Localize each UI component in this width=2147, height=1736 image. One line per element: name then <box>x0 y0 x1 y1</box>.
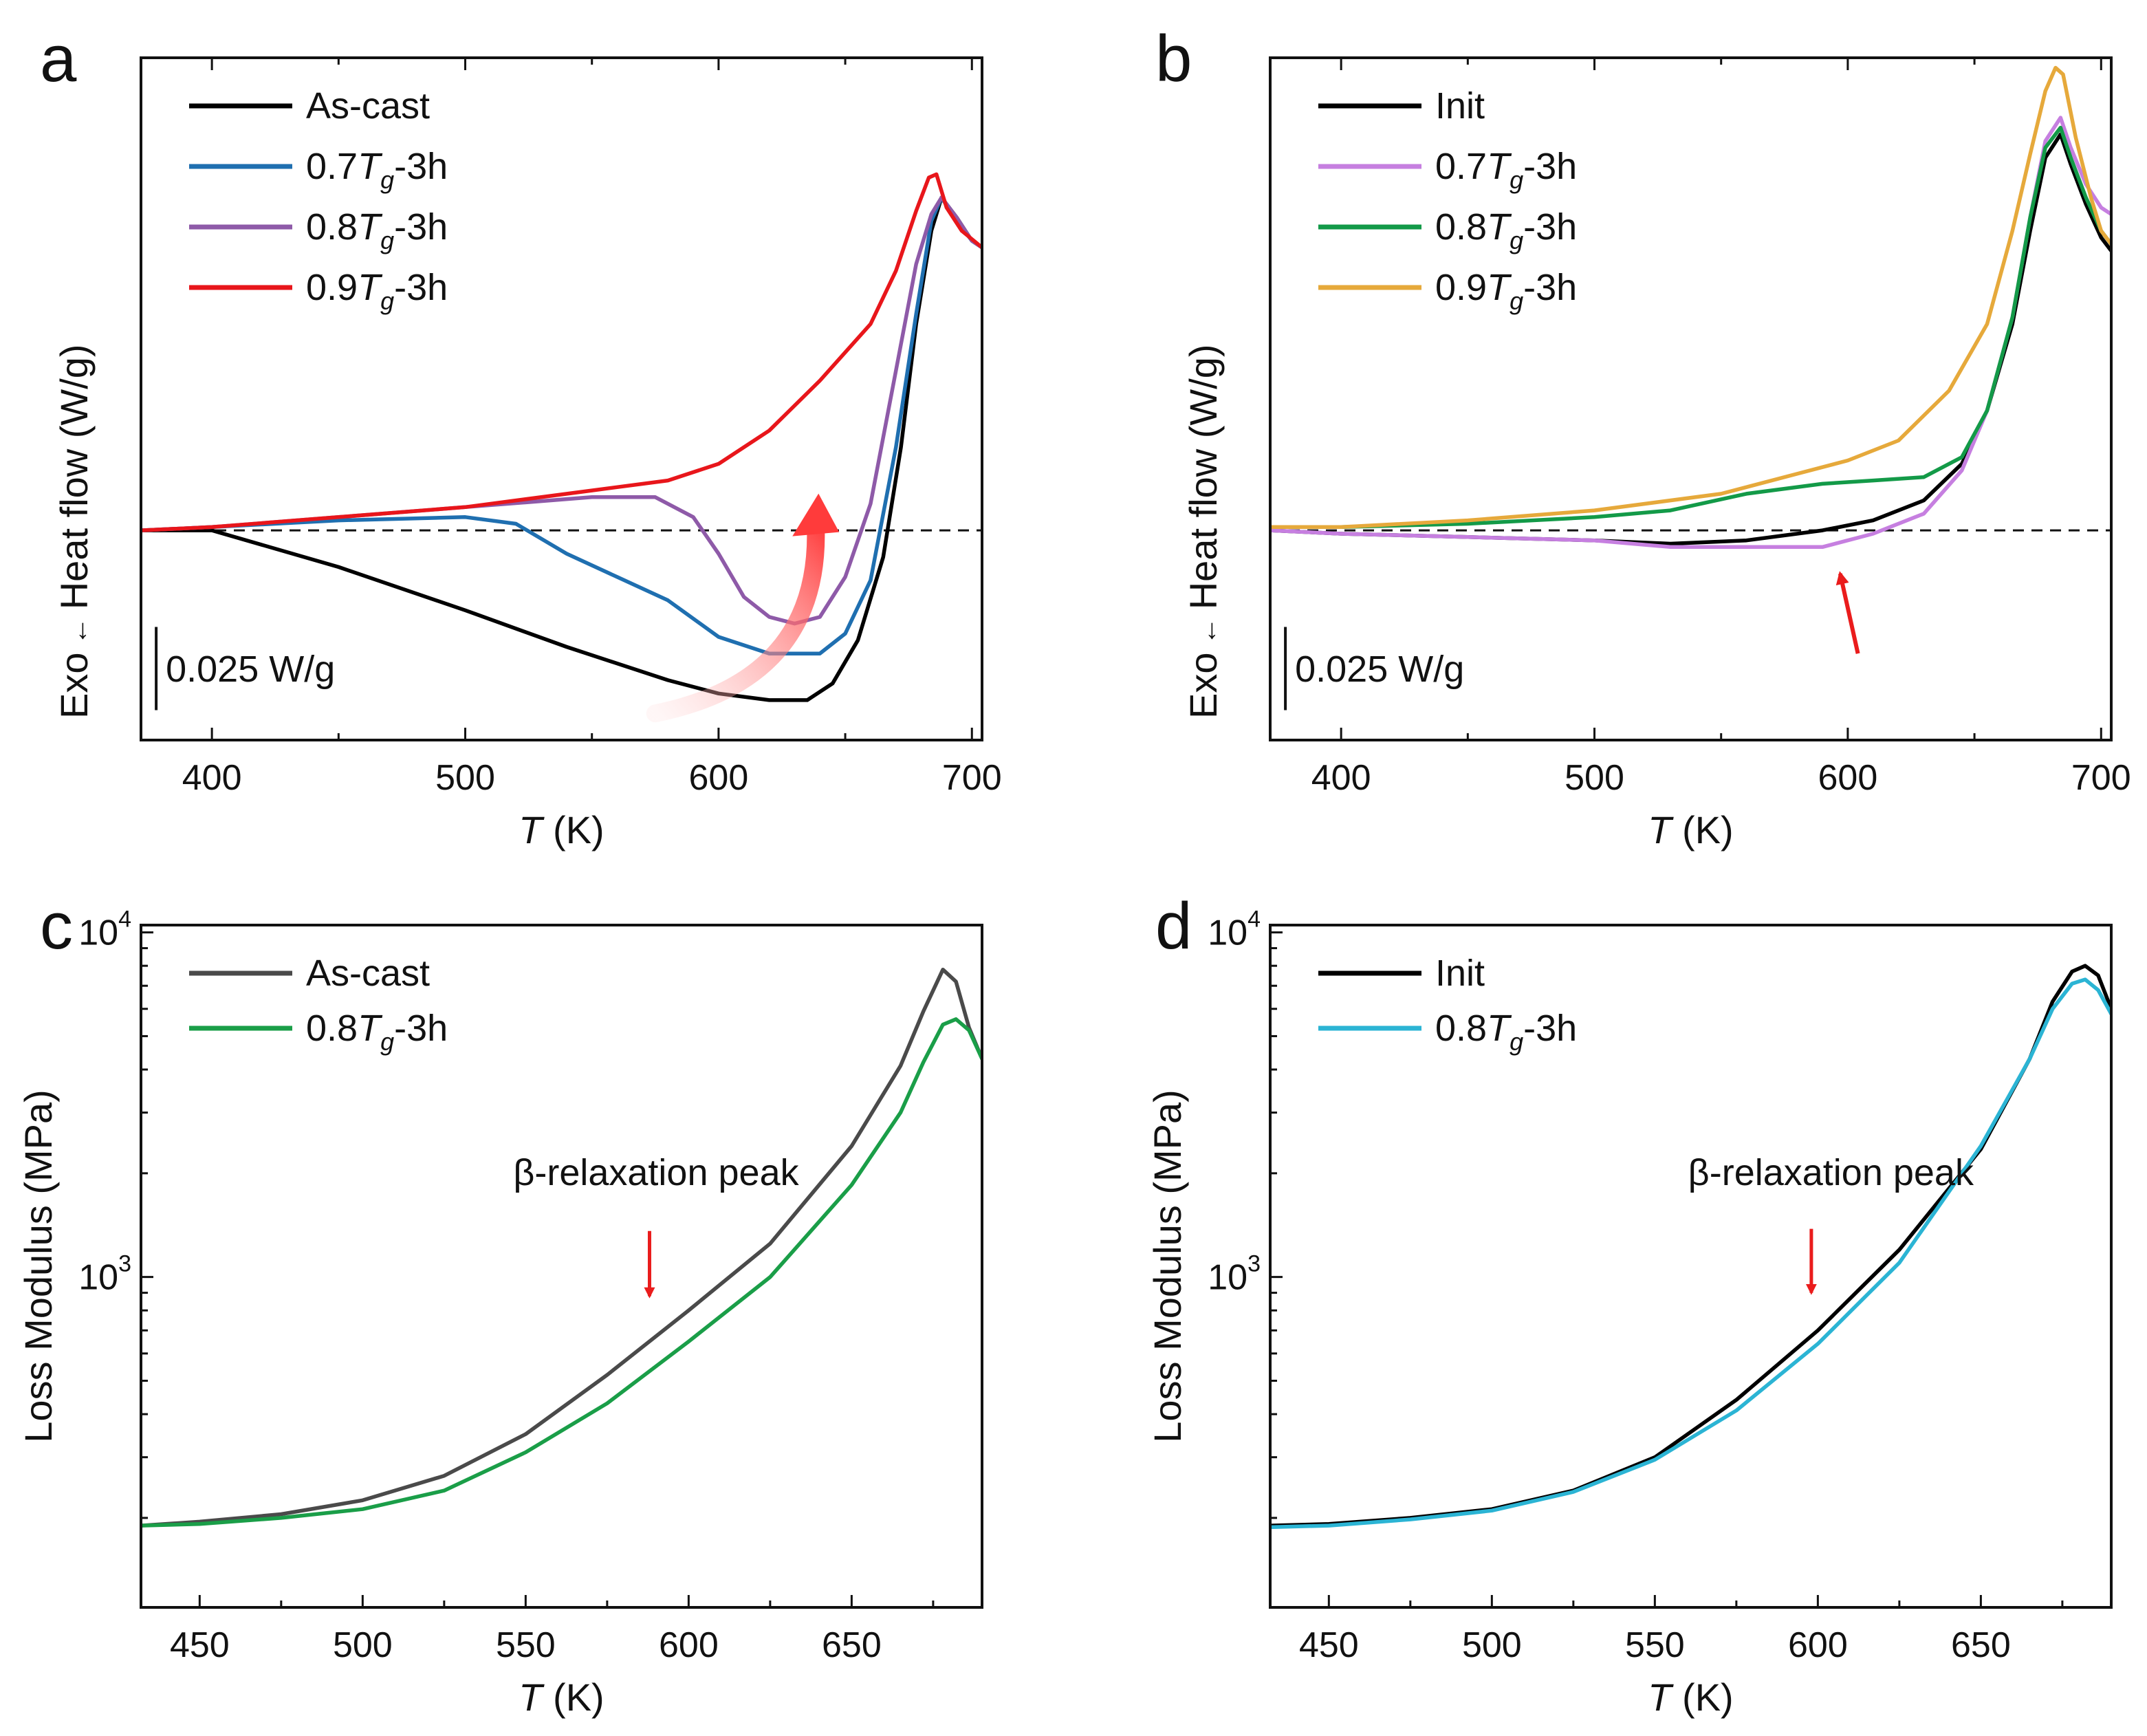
legend-entry: 0.9Tg-3h <box>306 267 448 315</box>
series-line-as-cast <box>141 967 982 1528</box>
x-tick-label: 550 <box>496 1625 556 1665</box>
x-axis-title: T (K) <box>1648 808 1733 851</box>
series-line-0-9tg-3h <box>141 172 982 532</box>
y-tick-label: 103 <box>1208 1251 1261 1298</box>
annotation-text: β-relaxation peak <box>1688 1152 1974 1193</box>
x-tick-label: 450 <box>1299 1625 1359 1665</box>
series-group <box>141 967 982 1528</box>
x-tick-label: 500 <box>1565 758 1624 798</box>
y-tick-label: 104 <box>1208 907 1261 953</box>
series-line-init <box>1270 964 2111 1528</box>
x-tick-label: 700 <box>942 758 1002 798</box>
legend-entry: 0.7Tg-3h <box>1435 146 1577 194</box>
panel-a: a 400 500 600 700 T (K) Exo ← Heat flow (W/g) 0… <box>40 22 1002 851</box>
annotation-text: β-relaxation peak <box>513 1152 799 1193</box>
x-tick-label: 650 <box>1951 1625 2011 1665</box>
plot-frame <box>140 924 983 1609</box>
exo-arrow-icon: ← <box>1192 609 1223 652</box>
legend-entry: 0.8Tg-3h <box>1435 206 1577 254</box>
scale-bar-label: 0.025 W/g <box>1295 649 1464 690</box>
y-tick-label: 104 <box>78 907 131 953</box>
series-group <box>141 172 982 702</box>
x-axis-title: T (K) <box>519 1675 604 1719</box>
series-line-0-7tg-3h <box>141 195 982 655</box>
x-tick-label: 550 <box>1625 1625 1685 1665</box>
panel-c: c 450 500 550 600 650 T (K) 103 104 Loss Modulus … <box>17 889 983 1719</box>
y-tick-label: 103 <box>78 1251 131 1298</box>
scale-bar-label: 0.025 W/g <box>166 649 335 690</box>
legend-entry: 0.9Tg-3h <box>1435 267 1577 315</box>
y-axis-title: Loss Modulus (MPa) <box>17 1089 60 1443</box>
panel-d: d 450 500 550 600 650 T (K) 103 104 Loss Modulus … <box>1146 889 2113 1719</box>
x-tick-label: 500 <box>435 758 495 798</box>
x-axis-title: T (K) <box>519 808 604 851</box>
series-line-0-8tg-3h <box>1270 977 2111 1530</box>
x-tick-label: 600 <box>1818 758 1878 798</box>
series-group <box>1270 964 2111 1530</box>
legend-entry: 0.7Tg-3h <box>306 146 448 194</box>
panel-letter: c <box>40 889 73 963</box>
x-tick-label: 450 <box>170 1625 230 1665</box>
panel-b: b 400 500 600 700 T (K) Exo ← Heat flow (W/g) 0… <box>1155 22 2131 851</box>
series-line-0-8tg-3h <box>1270 125 2111 530</box>
legend-entry: As-cast <box>306 953 430 994</box>
y-axis-title: Exo ← Heat flow (W/g) <box>1181 344 1225 719</box>
series-line-0-8tg-3h <box>141 195 982 626</box>
exo-arrow-icon: ← <box>63 609 94 652</box>
series-line-0-9tg-3h <box>1270 65 2111 530</box>
y-axis-exo-label: Exo <box>1181 653 1225 719</box>
x-tick-label: 650 <box>822 1625 882 1665</box>
legend-entry: Init <box>1435 85 1485 127</box>
x-tick-label: 500 <box>1462 1625 1522 1665</box>
series-line-0-8tg-3h <box>141 1017 982 1528</box>
trend-arrow <box>646 519 825 723</box>
y-axis-title: Exo ← Heat flow (W/g) <box>52 344 96 719</box>
annotation-arrow <box>1835 571 1860 654</box>
series-line-init <box>1270 132 2111 546</box>
plot-frame <box>140 56 983 741</box>
plot-frame <box>1269 56 2113 741</box>
legend-entry: 0.8Tg-3h <box>306 1008 448 1056</box>
x-tick-label: 600 <box>1788 1625 1848 1665</box>
x-tick-label: 400 <box>182 758 242 798</box>
legend-entry: As-cast <box>306 85 430 127</box>
panel-letter: b <box>1155 22 1192 96</box>
y-axis-exo-label: Exo <box>52 653 96 719</box>
x-tick-label: 600 <box>689 758 749 798</box>
x-tick-label: 500 <box>333 1625 393 1665</box>
series-line-as-cast <box>141 195 982 702</box>
panel-letter: d <box>1155 889 1192 963</box>
series-group <box>1270 65 2111 550</box>
legend-entry: 0.8Tg-3h <box>1435 1008 1577 1056</box>
legend-entry: Init <box>1435 953 1485 994</box>
x-tick-label: 700 <box>2071 758 2131 798</box>
y-axis-title: Loss Modulus (MPa) <box>1146 1089 1189 1443</box>
x-tick-label: 600 <box>659 1625 719 1665</box>
trend-arrow-head <box>792 493 840 536</box>
x-axis-title: T (K) <box>1648 1675 1733 1719</box>
series-line-0-7tg-3h <box>1270 116 2111 550</box>
x-tick-label: 400 <box>1311 758 1371 798</box>
panel-letter: a <box>40 22 77 96</box>
plot-frame <box>1269 924 2113 1609</box>
legend-entry: 0.8Tg-3h <box>306 206 448 254</box>
